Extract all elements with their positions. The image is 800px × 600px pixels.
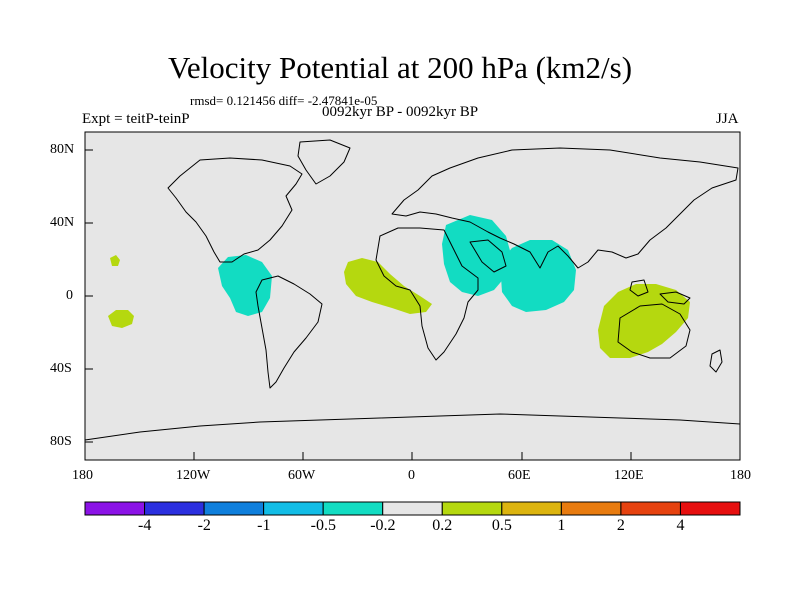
plot-title: Velocity Potential at 200 hPa (km2/s) xyxy=(167,50,633,85)
negative-anomaly-indian-ocean xyxy=(500,240,576,312)
coast-south-america xyxy=(255,275,323,389)
coast-new-zealand xyxy=(709,349,723,373)
positive-anomaly-pacific-north xyxy=(110,255,120,266)
coast-africa xyxy=(375,227,479,361)
stats-text: rmsd= 0.121456 diff= -2.47841e-05 xyxy=(190,93,378,108)
colorbar-label: -0.2 xyxy=(370,517,396,534)
colorbar-label: -0.5 xyxy=(310,517,336,534)
coast-greenland xyxy=(297,139,351,185)
x-tick-label: 120E xyxy=(614,468,644,483)
y-tick-label: 80N xyxy=(50,142,75,157)
y-tick-label: 80S xyxy=(50,434,72,449)
season-label: JJA xyxy=(716,111,739,127)
colorbar-label: -2 xyxy=(197,517,211,534)
positive-anomaly-pacific-south xyxy=(108,310,134,328)
positive-anomaly-maritime-continent xyxy=(598,284,690,358)
y-tick-label: 40S xyxy=(50,361,72,376)
x-tick-label: 60W xyxy=(288,468,316,483)
coast-north-america xyxy=(167,157,303,263)
x-tick-label: 180 xyxy=(730,468,751,483)
colorbar-label: -4 xyxy=(138,517,152,534)
x-tick-label: 180 xyxy=(72,468,93,483)
y-tick-label: 0 xyxy=(66,288,73,303)
y-tick-label: 40N xyxy=(50,215,75,230)
anomaly-patches xyxy=(108,215,690,358)
x-tick-label: 120W xyxy=(176,468,211,483)
negative-anomaly-central-america xyxy=(218,255,272,316)
colorbar-label: 4 xyxy=(676,517,685,534)
colorbar-label: 0.2 xyxy=(432,517,453,534)
x-tick-label: 0 xyxy=(408,468,415,483)
experiment-label: Expt = teitP-teinP xyxy=(82,111,190,127)
x-tick-label: 60E xyxy=(508,468,531,483)
colorbar-label: 0.5 xyxy=(491,517,512,534)
coast-eurasia xyxy=(391,147,739,269)
coast-borneo xyxy=(629,279,649,297)
coast-new-guinea xyxy=(659,291,691,305)
coastlines xyxy=(84,139,741,441)
coast-antarctica xyxy=(84,413,741,441)
positive-anomaly-atlantic xyxy=(344,258,432,314)
axis-ticks xyxy=(84,149,741,460)
coast-australia xyxy=(617,303,691,359)
colorbar-label: 2 xyxy=(616,517,625,534)
colorbar-label: 1 xyxy=(557,517,566,534)
period-label: 0092kyr BP - 0092kyr BP xyxy=(322,104,479,120)
coast-arabia xyxy=(469,239,507,273)
colorbar-label: -1 xyxy=(257,517,271,534)
